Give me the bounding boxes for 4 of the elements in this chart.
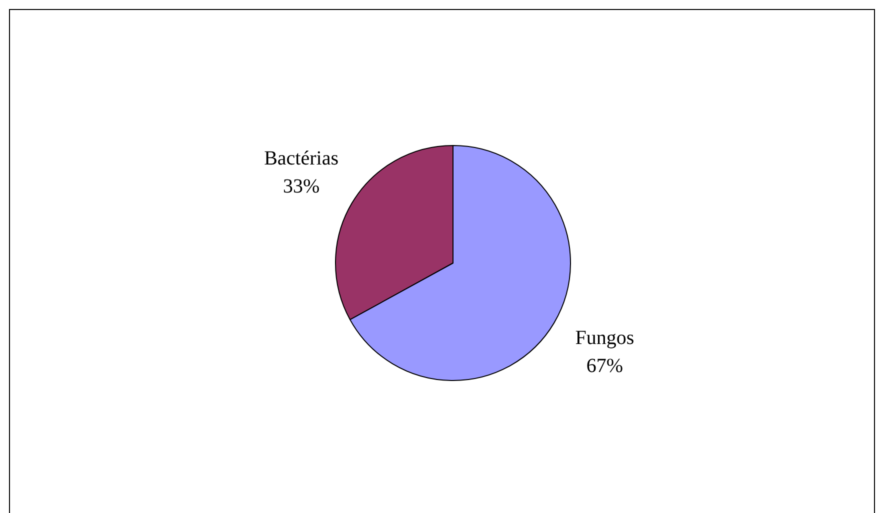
slice-label: Bactérias [264, 148, 339, 170]
slice-label: Fungos [575, 326, 634, 349]
data-label: 67% [586, 354, 624, 377]
data-label: 33% [282, 176, 320, 198]
